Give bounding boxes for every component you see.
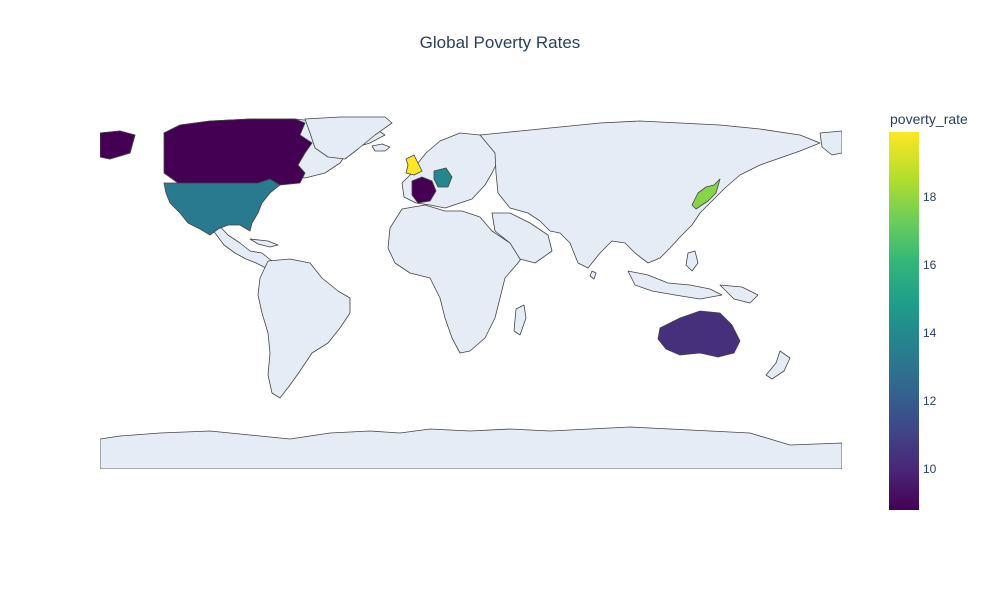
colorbar-gradient <box>889 132 919 510</box>
colorbar-tick-label: 14 <box>923 325 937 340</box>
land-asia[interactable] <box>479 120 821 269</box>
chart-title: Global Poverty Rates <box>419 33 581 52</box>
land-south-america[interactable] <box>257 258 351 399</box>
land-greenland[interactable] <box>304 116 393 160</box>
colorbar-title: poverty_rate <box>890 111 968 127</box>
colorbar-tick-label: 12 <box>923 394 937 409</box>
land-africa[interactable] <box>387 204 526 354</box>
country-japan[interactable]: Japan: 17.8 <box>691 178 721 210</box>
land-indonesia[interactable] <box>627 270 723 300</box>
land-madagascar[interactable] <box>513 304 527 336</box>
land-caribbean[interactable] <box>249 238 279 248</box>
land-antarctica[interactable] <box>100 426 842 469</box>
land-arabia[interactable] <box>491 212 553 264</box>
land-iceland[interactable] <box>371 143 391 152</box>
country-canada[interactable]: Canada: 8.8 <box>163 118 313 186</box>
world-map[interactable]: United Kingdom: 19.9 Japan: 17.8 Germany: … <box>100 113 842 469</box>
country-australia[interactable]: Australia: 10.3 <box>657 310 741 358</box>
land-philippines[interactable] <box>685 250 699 272</box>
country-canada-1[interactable]: Canada: 8.8 <box>100 130 136 160</box>
colorbar-tick-label: 10 <box>923 462 937 477</box>
country-united-kingdom[interactable]: United Kingdom: 19.9 <box>405 154 423 176</box>
land-new-zealand[interactable] <box>765 350 791 380</box>
land-chukotka[interactable] <box>819 130 842 156</box>
colorbar-tick-label: 16 <box>923 257 937 272</box>
map-area[interactable]: United Kingdom: 19.9 Japan: 17.8 Germany: … <box>100 113 842 469</box>
country-germany[interactable]: Germany: 13.9 <box>433 167 453 188</box>
country-france[interactable]: France: 8.8 <box>411 176 437 204</box>
colorbar-tick-label: 18 <box>923 189 937 204</box>
land-new-guinea[interactable] <box>719 284 759 304</box>
land-sri-lanka[interactable] <box>589 270 597 280</box>
